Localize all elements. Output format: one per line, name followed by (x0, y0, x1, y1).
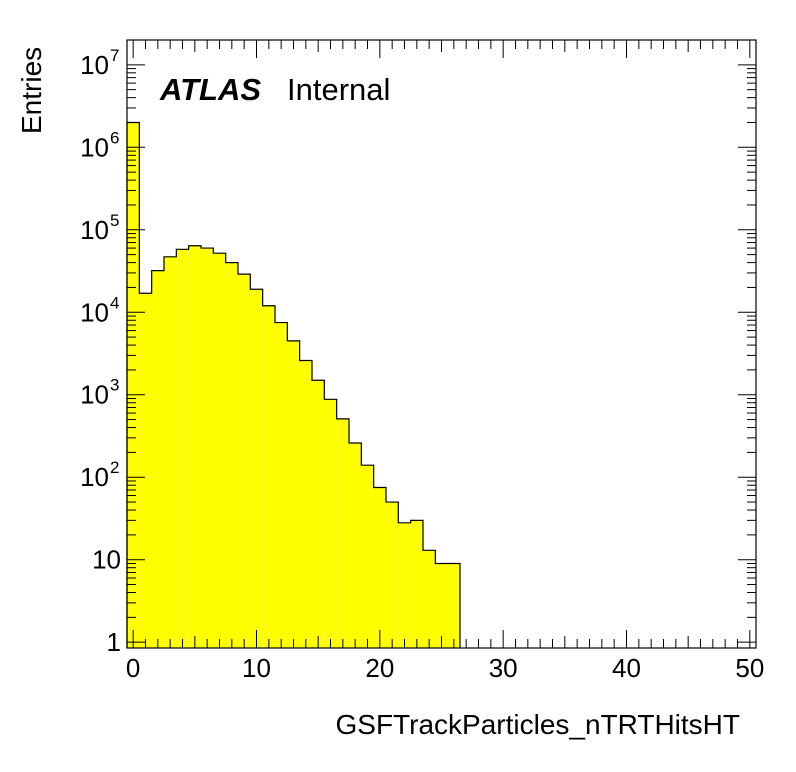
histogram-bar-14 (299, 360, 312, 648)
y-tick-label: 10 (92, 545, 121, 575)
y-tick-exponent: 5 (110, 211, 119, 230)
histogram-bar-0 (127, 122, 140, 648)
y-tick-label: 10 (80, 380, 109, 410)
y-tick-exponent: 3 (110, 376, 119, 395)
histogram-bar-15 (312, 380, 325, 648)
x-tick-label: 0 (126, 653, 140, 683)
x-tick-label: 40 (612, 653, 641, 683)
histogram-outline (126, 121, 461, 648)
histogram-bar-9 (238, 274, 251, 648)
y-tick-exponent: 6 (110, 128, 119, 147)
histogram-bar-13 (287, 340, 300, 648)
y-axis-title: Entries (16, 47, 47, 134)
x-axis-title: GSFTrackParticles_nTRTHitsHT (336, 709, 741, 740)
x-tick-label: 30 (489, 653, 518, 683)
histogram-bar-7 (213, 253, 226, 648)
y-tick-label: 10 (80, 462, 109, 492)
y-tick-label: 10 (80, 215, 109, 245)
histogram-bar-20 (373, 487, 386, 648)
histogram-bar-8 (225, 262, 238, 648)
x-tick-label: 20 (365, 653, 394, 683)
histogram-bars (126, 121, 461, 649)
y-tick-label: 10 (80, 50, 109, 80)
histogram-bar-6 (201, 248, 214, 649)
y-tick-exponent: 4 (110, 293, 119, 312)
histogram-bar-4 (176, 249, 189, 649)
histogram-bar-1 (139, 293, 152, 648)
x-tick-label: 50 (735, 653, 764, 683)
histogram-bar-26 (447, 563, 460, 648)
histogram-bar-22 (398, 522, 411, 648)
histogram-bar-11 (262, 305, 275, 648)
y-tick-exponent: 2 (110, 458, 119, 477)
histogram-bar-2 (151, 270, 164, 648)
histogram-bar-21 (386, 502, 399, 648)
internal-label: Internal (287, 72, 390, 107)
histogram-bar-19 (361, 465, 374, 648)
atlas-label: ATLAS (159, 72, 261, 107)
histogram-bar-10 (250, 289, 263, 648)
y-tick-label: 10 (80, 132, 109, 162)
histogram-bar-16 (324, 399, 337, 648)
histogram-bar-3 (164, 256, 177, 648)
histogram-bar-17 (336, 418, 349, 648)
histogram-bar-24 (423, 550, 436, 648)
histogram-bar-5 (188, 245, 201, 649)
x-tick-label: 10 (242, 653, 271, 683)
histogram-bar-25 (435, 563, 448, 648)
y-tick-exponent: 7 (110, 46, 119, 65)
y-tick-label: 10 (80, 297, 109, 327)
y-tick-label: 1 (107, 627, 121, 657)
histogram-bar-18 (349, 442, 362, 648)
histogram-bar-23 (410, 520, 423, 648)
histogram-bar-12 (275, 322, 288, 648)
